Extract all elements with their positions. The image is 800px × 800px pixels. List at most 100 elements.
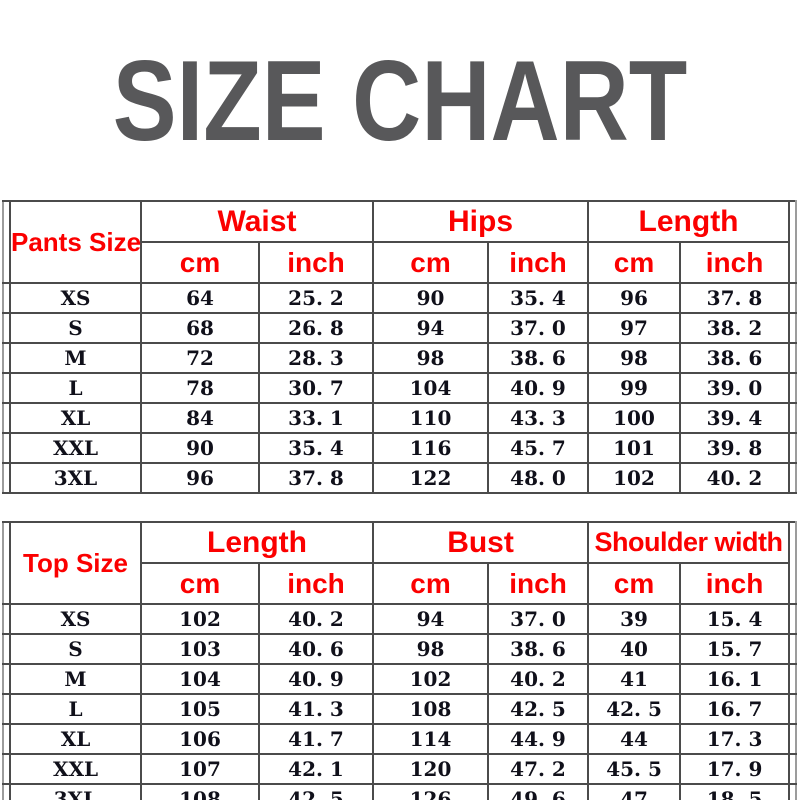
- table-edge-gap: [2, 783, 11, 800]
- table-edge-gap: [788, 312, 798, 344]
- value-cell: 108: [372, 693, 490, 725]
- value-cell: 101: [587, 432, 682, 464]
- value-cell: 114: [372, 723, 490, 755]
- table-edge-gap: [2, 663, 11, 695]
- size-label: L: [9, 693, 142, 725]
- unit-header: cm: [372, 562, 490, 605]
- value-cell: 39. 8: [679, 432, 791, 464]
- value-cell: 28. 3: [258, 342, 374, 374]
- table-row: 3XL 108 42. 5 126 49. 6 47 18. 5: [2, 783, 798, 800]
- top-size-table: Top Size Length Bust Shoulder width cm i…: [2, 521, 798, 800]
- table-edge-gap: [2, 693, 11, 725]
- table-header-group-row: Pants Size Waist Hips Length: [2, 200, 798, 284]
- value-cell: 37. 0: [486, 312, 590, 344]
- page-title: SIZE CHART: [112, 38, 688, 165]
- value-cell: 44: [587, 723, 682, 755]
- value-cell: 33. 1: [258, 402, 374, 434]
- value-cell: 107: [140, 753, 260, 785]
- value-cell: 105: [140, 693, 260, 725]
- size-label: XL: [9, 402, 142, 434]
- unit-header: inch: [257, 562, 375, 605]
- table-edge-gap: [788, 753, 798, 785]
- size-label: XXL: [9, 432, 142, 464]
- value-cell: 37. 0: [487, 603, 590, 635]
- unit-header: cm: [587, 562, 682, 605]
- unit-header: cm: [140, 562, 260, 605]
- unit-header: inch: [258, 241, 374, 284]
- value-cell: 47. 2: [487, 753, 590, 785]
- value-cell: 43. 3: [486, 402, 590, 434]
- value-cell: 90: [140, 432, 260, 464]
- value-cell: 104: [372, 372, 489, 404]
- value-cell: 42. 5: [257, 783, 375, 800]
- value-cell: 37. 8: [679, 282, 791, 314]
- length-group-header: Length: [587, 200, 791, 243]
- table-edge-gap: [2, 753, 11, 785]
- table-row: XS 102 40. 2 94 37. 0 39 15. 4: [2, 603, 798, 635]
- table-row: S 68 26. 8 94 37. 0 97 38. 2: [2, 312, 798, 344]
- table-edge-gap: [788, 693, 798, 725]
- value-cell: 15. 7: [679, 633, 791, 665]
- table-edge-gap: [788, 282, 798, 314]
- table-edge-gap: [788, 723, 798, 755]
- table-edge-gap: [788, 521, 798, 605]
- shoulder-width-group-header: Shoulder width: [587, 521, 791, 564]
- size-label: 3XL: [9, 462, 142, 494]
- value-cell: 40. 9: [486, 372, 590, 404]
- value-cell: 96: [587, 282, 682, 314]
- table-edge-gap: [788, 633, 798, 665]
- value-cell: 98: [372, 633, 490, 665]
- value-cell: 90: [372, 282, 489, 314]
- table-header-group-row: Top Size Length Bust Shoulder width: [2, 521, 798, 605]
- value-cell: 26. 8: [258, 312, 374, 344]
- value-cell: 38. 6: [486, 342, 590, 374]
- value-cell: 16. 1: [679, 663, 791, 695]
- value-cell: 35. 4: [486, 282, 590, 314]
- size-label: XXL: [9, 753, 142, 785]
- length-group-header: Length: [139, 521, 375, 564]
- table-edge-gap: [2, 282, 11, 314]
- value-cell: 37. 8: [258, 462, 374, 494]
- bust-group-header: Bust: [372, 521, 590, 564]
- value-cell: 45. 5: [587, 753, 682, 785]
- value-cell: 44. 9: [487, 723, 590, 755]
- value-cell: 47: [587, 783, 682, 800]
- value-cell: 18. 5: [679, 783, 791, 800]
- value-cell: 40. 2: [487, 663, 590, 695]
- table-edge-gap: [2, 432, 11, 464]
- table-edge-gap: [2, 402, 11, 434]
- size-label: XS: [9, 603, 142, 635]
- value-cell: 97: [587, 312, 682, 344]
- value-cell: 64: [140, 282, 260, 314]
- value-cell: 39: [587, 603, 682, 635]
- value-cell: 41. 3: [257, 693, 375, 725]
- top-size-header: Top Size: [9, 521, 142, 605]
- value-cell: 49. 6: [487, 783, 590, 800]
- table-edge-gap: [2, 372, 11, 404]
- size-label: S: [9, 633, 142, 665]
- value-cell: 30. 7: [258, 372, 374, 404]
- table-row: M 72 28. 3 98 38. 6 98 38. 6: [2, 342, 798, 374]
- pants-size-table: Pants Size Waist Hips Length cm inch cm …: [2, 200, 798, 494]
- table-edge-gap: [788, 200, 798, 284]
- value-cell: 35. 4: [258, 432, 374, 464]
- table-edge-gap: [2, 462, 11, 494]
- table-row: 3XL 96 37. 8 122 48. 0 102 40. 2: [2, 462, 798, 494]
- value-cell: 110: [372, 402, 489, 434]
- value-cell: 45. 7: [486, 432, 590, 464]
- value-cell: 38. 6: [487, 633, 590, 665]
- value-cell: 17. 9: [679, 753, 791, 785]
- table-edge-gap: [2, 633, 11, 665]
- value-cell: 72: [140, 342, 260, 374]
- value-cell: 40. 2: [679, 462, 791, 494]
- table-row: XXL 107 42. 1 120 47. 2 45. 5 17. 9: [2, 753, 798, 785]
- unit-header: inch: [486, 241, 590, 284]
- waist-group-header: Waist: [140, 200, 374, 243]
- value-cell: 42. 5: [587, 693, 682, 725]
- size-chart-page: SIZE CHART Pants Size Waist Hips Length …: [0, 45, 800, 800]
- value-cell: 122: [372, 462, 489, 494]
- table-edge-gap: [2, 723, 11, 755]
- table-header-unit-row: cm inch cm inch cm inch: [3, 562, 796, 605]
- table-edge-gap: [2, 603, 11, 635]
- value-cell: 103: [140, 633, 260, 665]
